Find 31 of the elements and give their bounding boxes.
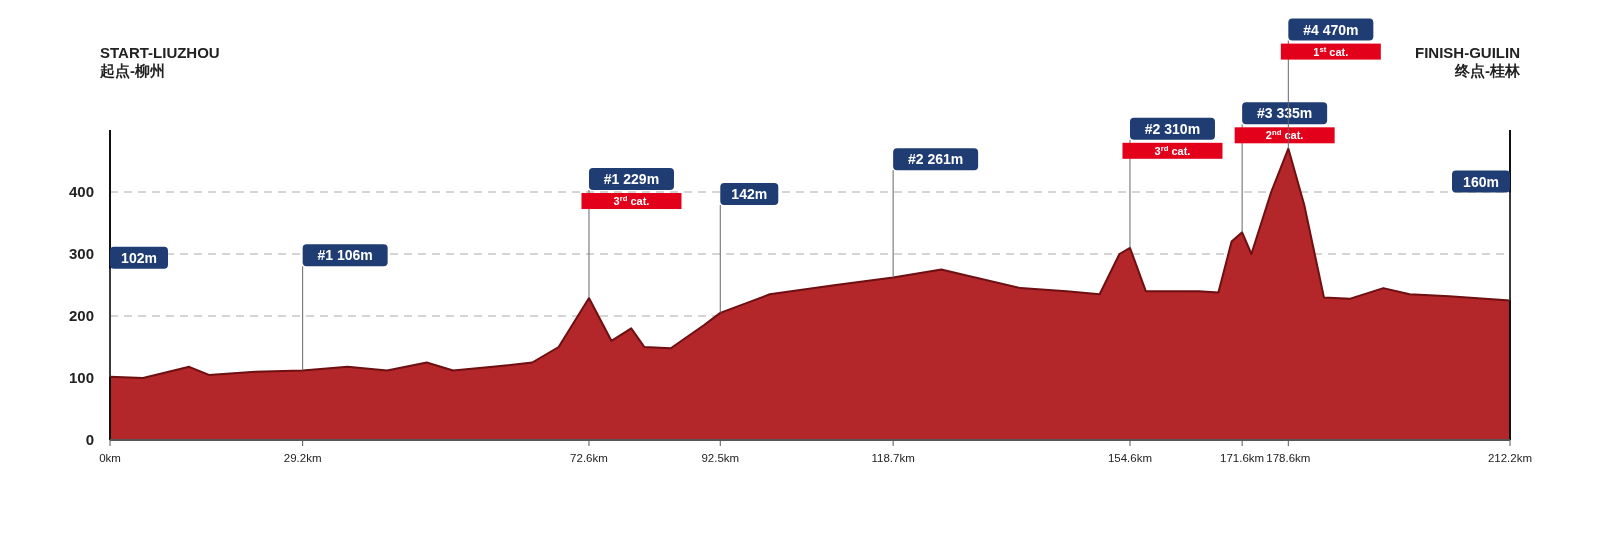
text: 1$^{st}$ cat.: [1313, 44, 1349, 58]
x-tick-label: 29.2km: [283, 452, 322, 464]
text: START-LIUZHOU: [100, 44, 220, 61]
annotation: #4 470m: [1303, 21, 1359, 38]
annotation: 2$^{nd}$ cat.: [1265, 127, 1304, 142]
text: FINISH-GUILIN: [1415, 44, 1520, 61]
annotation: 3$^{rd}$ cat.: [1154, 143, 1191, 157]
x-tick-label: 0km: [99, 452, 121, 464]
x-tick-label: 154.6km: [1107, 452, 1153, 464]
y-tick-label: 200: [68, 307, 94, 324]
annotation: #2 310m: [1144, 120, 1201, 137]
x-tick-label: 92.5km: [701, 452, 740, 464]
text: 终点-桂林: [1454, 62, 1521, 79]
x-tick-label: 72.6km: [570, 452, 608, 464]
annotation: #2 261m: [907, 151, 964, 168]
x-tick-label: 171.6km: [1220, 452, 1265, 464]
annotation: 142m: [731, 185, 768, 202]
annotation: #1 106m: [317, 247, 373, 264]
x-tick-label: 178.6km: [1266, 452, 1311, 464]
text: 起点-柳州: [99, 62, 165, 79]
y-tick-label: 400: [68, 183, 94, 200]
annotation: #3 335m: [1257, 105, 1313, 122]
y-tick-label: 100: [68, 369, 94, 386]
annotation: 160m: [1463, 173, 1499, 190]
annotation: 102m: [121, 249, 157, 266]
x-tick-label: 212.2km: [1487, 452, 1533, 464]
annotation: #1 229m: [603, 171, 660, 188]
x-tick-label: 118.7km: [871, 452, 915, 464]
y-tick-label: 0: [85, 431, 94, 448]
y-tick-label: 300: [68, 245, 94, 262]
annotation: 3$^{rd}$ cat.: [613, 193, 650, 208]
